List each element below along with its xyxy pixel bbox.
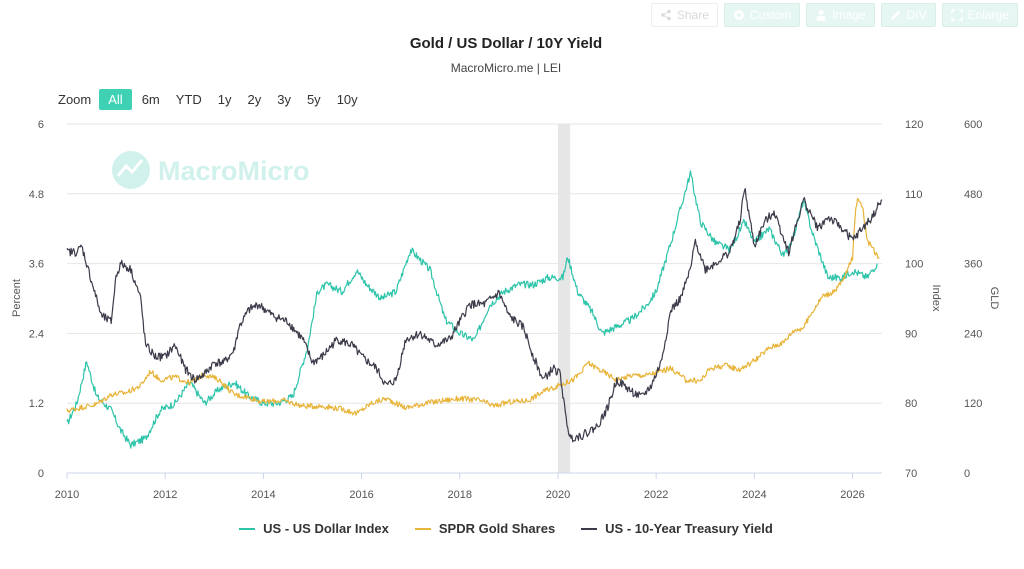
left-tick-label: 2.4 [29, 328, 44, 340]
zoom-1y-button[interactable]: 1y [217, 92, 232, 107]
watermark-logo-icon [112, 151, 150, 189]
zoom-label: Zoom [58, 92, 92, 107]
x-tick-label: 2024 [742, 489, 766, 501]
index-tick-label: 110 [905, 189, 923, 201]
enlarge-button[interactable]: Enlarge [941, 3, 1018, 27]
zoom-all-button[interactable]: All [99, 89, 132, 110]
treasury-yield-line[interactable] [66, 188, 883, 443]
recession-band [557, 124, 571, 473]
gld-axis-title: GLD [988, 287, 1000, 310]
legend-swatch-yield [581, 527, 598, 530]
chart-toolbar: Share Custom Image DIV Enlarge [650, 3, 1018, 27]
watermark: MacroMicro [112, 151, 310, 189]
chart-subtitle: MacroMicro.me | LEI [450, 61, 562, 75]
enlarge-label: Enlarge [967, 8, 1009, 22]
index-tick-label: 120 [905, 119, 923, 131]
x-tick-label: 2014 [251, 489, 275, 501]
gld-tick-label: 240 [964, 328, 982, 340]
chart-title: Gold / US Dollar / 10Y Yield [409, 35, 603, 52]
zoom-5y-button[interactable]: 5y [306, 92, 321, 107]
watermark-text: MacroMicro [158, 156, 310, 186]
share-icon [661, 9, 671, 21]
expand-icon [950, 9, 963, 21]
zoom-2y-button[interactable]: 2y [247, 92, 262, 107]
left-tick-label: 6 [38, 119, 44, 131]
gld-tick-label: 480 [964, 189, 982, 201]
x-tick-label: 2018 [448, 489, 472, 501]
pencil-icon [890, 10, 901, 20]
index-tick-label: 100 [905, 259, 923, 271]
x-tick-label: 2016 [349, 489, 373, 501]
div-label: DIV [906, 8, 927, 22]
legend-swatch-gold [414, 527, 431, 530]
left-tick-label: 3.6 [29, 259, 44, 271]
x-tick-label: 2012 [153, 489, 177, 501]
left-tick-label: 1.2 [29, 398, 44, 410]
left-axis-title: Percent [11, 279, 23, 317]
recession-shading [557, 124, 571, 473]
legend-label-gold: SPDR Gold Shares [438, 521, 556, 536]
legend-item-dollar[interactable]: US - US Dollar Index [239, 521, 389, 536]
index-axis-title: Index [930, 285, 942, 312]
zoom-6m-button[interactable]: 6m [141, 92, 160, 107]
dollar-index-line[interactable] [66, 170, 878, 449]
zoom-bar: Zoom All 6m YTD 1y 2y 3y 5y 10y [58, 89, 364, 110]
zoom-10y-button[interactable]: 10y [336, 92, 358, 107]
legend-item-gold[interactable]: SPDR Gold Shares [414, 521, 556, 536]
zoom-3y-button[interactable]: 3y [277, 92, 291, 107]
axes: Percent Index GLD 0 70 0 1.2 80 120 2.4 90 240 3.… [11, 119, 1000, 501]
legend-label-dollar: US - US Dollar Index [263, 521, 389, 536]
image-label: Image [832, 8, 866, 22]
index-tick-label: 70 [905, 468, 917, 480]
user-icon [816, 10, 826, 21]
series-lines [66, 170, 883, 449]
gld-tick-label: 360 [964, 259, 982, 271]
x-tick-label: 2010 [55, 489, 79, 501]
left-tick-label: 0 [38, 468, 44, 480]
gld-tick-label: 120 [964, 398, 982, 410]
share-button[interactable]: Share [650, 3, 718, 27]
legend-label-yield: US - 10-Year Treasury Yield [605, 521, 773, 536]
legend-swatch-dollar [239, 527, 256, 530]
gear-icon [733, 10, 744, 20]
legend-item-yield[interactable]: US - 10-Year Treasury Yield [581, 521, 773, 536]
zoom-ytd-button[interactable]: YTD [175, 92, 202, 107]
index-tick-label: 90 [905, 328, 917, 340]
chart-legend: US - US Dollar Index SPDR Gold Shares US… [0, 521, 1012, 536]
index-tick-label: 80 [905, 398, 917, 410]
gld-tick-label: 0 [964, 468, 970, 480]
div-button[interactable]: DIV [880, 3, 936, 27]
gld-tick-label: 600 [964, 119, 982, 131]
x-tick-label: 2026 [840, 489, 864, 501]
left-tick-label: 4.8 [29, 189, 44, 201]
custom-button[interactable]: Custom [723, 3, 801, 27]
custom-label: Custom [749, 8, 792, 22]
x-tick-label: 2022 [644, 489, 668, 501]
image-button[interactable]: Image [806, 3, 875, 27]
share-label: Share [676, 8, 709, 22]
x-tick-label: 2020 [546, 489, 570, 501]
